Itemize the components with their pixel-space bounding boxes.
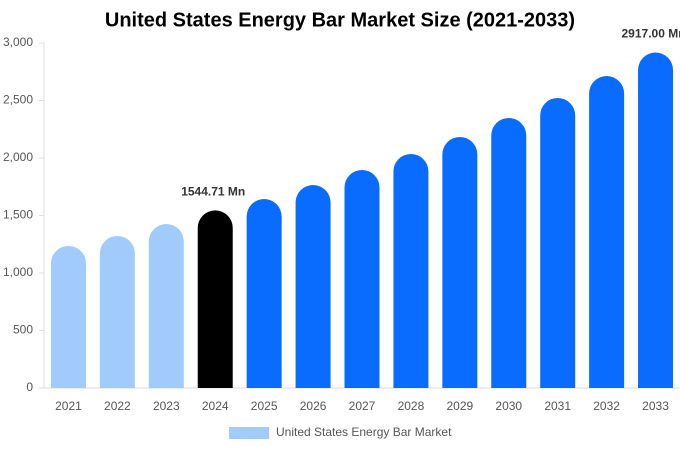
y-tick-label: 1,000 [3,265,33,279]
x-tick-label: 2030 [495,399,522,413]
x-tick-label: 2028 [398,399,425,413]
bar [638,52,674,388]
x-tick-label: 2032 [593,399,620,413]
legend-label: United States Energy Bar Market [276,425,452,439]
x-tick-label: 2024 [202,399,229,413]
y-tick-label: 2,500 [3,93,33,107]
x-tick-label: 2033 [642,399,669,413]
data-label: 1544.71 Mn [181,185,245,199]
y-tick-label: 2,000 [3,150,33,164]
x-tick-label: 2031 [544,399,571,413]
y-tick-label: 3,000 [3,35,33,49]
bar [197,210,233,388]
chart-title: United States Energy Bar Market Size (20… [105,9,575,31]
x-tick-label: 2021 [55,399,82,413]
bar [344,169,380,388]
y-tick-label: 500 [13,323,33,337]
x-tick-label: 2026 [300,399,327,413]
data-label: 2917.00 Mn [622,27,680,41]
legend-swatch [229,427,269,439]
x-tick-label: 2023 [153,399,180,413]
x-tick-label: 2027 [349,399,376,413]
bar [99,235,135,388]
bar [393,153,429,388]
bar [295,185,331,388]
bar [50,245,86,388]
x-tick-label: 2025 [251,399,278,413]
y-tick-label: 1,500 [3,208,33,222]
x-tick-label: 2022 [104,399,131,413]
bar [589,76,625,388]
bar [148,224,184,388]
y-tick-label: 0 [26,380,33,394]
x-tick-label: 2029 [446,399,473,413]
bar [246,199,282,388]
bar [442,136,478,388]
bar [540,97,576,388]
bar [491,117,527,389]
